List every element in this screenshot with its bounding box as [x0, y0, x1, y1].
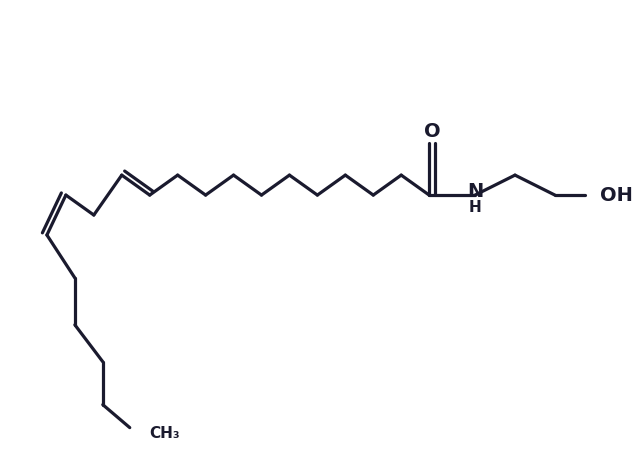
Text: H: H: [468, 200, 481, 214]
Text: CH₃: CH₃: [150, 426, 180, 441]
Text: OH: OH: [600, 186, 633, 204]
Text: O: O: [424, 122, 440, 141]
Text: N: N: [467, 181, 483, 201]
